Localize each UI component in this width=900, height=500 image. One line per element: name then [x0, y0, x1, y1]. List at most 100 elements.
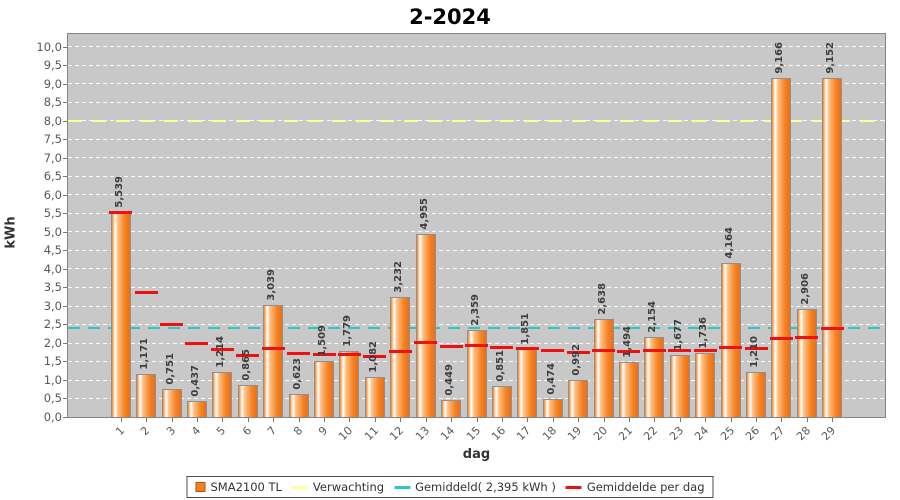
bar-value-label: 5,539 [113, 176, 125, 208]
bar [390, 297, 411, 417]
bar-value-label: 1,171 [139, 338, 151, 370]
bar [618, 362, 639, 417]
bar-value-label: 1,082 [367, 341, 379, 373]
grid-line [68, 212, 885, 214]
x-tick-mark [527, 418, 529, 422]
y-tick-mark [63, 305, 67, 307]
avg-per-day-dash [134, 291, 158, 295]
legend: SMA2100 TL Verwachting Gemiddeld( 2,395 … [186, 476, 714, 498]
bar-value-label: 9,166 [774, 42, 786, 74]
dash-swatch-icon [394, 485, 411, 489]
bar-value-label: 3,039 [266, 269, 278, 301]
avg-per-day-dash [617, 349, 641, 353]
bar [542, 399, 563, 417]
y-tick-label: 0,0 [43, 410, 62, 424]
y-tick-mark [63, 417, 67, 418]
bar-value-label: 2,359 [469, 294, 481, 326]
x-tick-mark [806, 418, 808, 422]
avg-per-day-dash [693, 349, 717, 353]
avg-per-day-dash [744, 346, 768, 350]
y-tick-mark [63, 231, 67, 233]
x-tick-mark [705, 418, 707, 422]
bar [669, 355, 690, 417]
y-tick-mark [63, 46, 67, 48]
y-tick-label: 3,0 [43, 298, 62, 313]
bar [822, 78, 843, 417]
bar-value-label: 1,210 [749, 336, 761, 368]
average-line [68, 327, 885, 330]
grid-line [68, 249, 885, 251]
x-tick-mark [730, 418, 732, 422]
expected-line [68, 119, 885, 122]
grid-line [68, 286, 885, 288]
bar-value-label: 1,851 [520, 313, 532, 345]
avg-per-day-dash [820, 326, 844, 330]
bar-swatch-icon [195, 482, 206, 492]
avg-per-day-dash [185, 342, 209, 346]
avg-per-day-dash [414, 340, 438, 344]
bar [212, 372, 233, 417]
y-tick-label: 9,5 [43, 58, 62, 73]
y-tick-label: 4,0 [43, 261, 62, 276]
y-tick-mark [63, 157, 67, 159]
avg-per-day-dash [541, 349, 565, 353]
x-tick-mark [324, 418, 326, 422]
x-tick-mark [654, 418, 656, 422]
avg-per-day-dash [465, 343, 488, 347]
grid-line [68, 64, 885, 66]
x-tick-mark [247, 418, 249, 422]
y-tick-mark [63, 342, 67, 344]
bar-value-label: 1,736 [698, 317, 710, 349]
bar-value-label: 0,865 [240, 349, 252, 381]
x-tick-mark [679, 418, 681, 422]
x-axis-title: dag [462, 447, 491, 462]
x-tick-mark [628, 418, 630, 422]
y-tick-mark [63, 120, 67, 122]
bar-value-label: 4,164 [723, 227, 735, 259]
x-tick-mark [603, 418, 605, 422]
y-tick-label: 7,0 [43, 150, 62, 165]
bar [491, 386, 512, 417]
bar [161, 389, 182, 417]
y-axis-title: kWh [3, 216, 19, 249]
bar-value-label: 2,906 [799, 273, 811, 305]
x-tick-mark [120, 418, 122, 422]
y-tick-label: 8,5 [43, 95, 62, 110]
x-tick-mark [349, 418, 351, 422]
legend-label: Gemiddelde per dag [586, 480, 705, 494]
avg-per-day-dash [337, 352, 361, 356]
bar-value-label: 0,851 [494, 350, 506, 382]
grid-line [68, 324, 885, 325]
dash-swatch-icon [565, 485, 582, 489]
y-tick-mark [63, 361, 67, 363]
y-tick-mark [63, 287, 67, 289]
bar [796, 309, 817, 417]
y-tick-mark [63, 324, 67, 326]
grid-line [68, 305, 885, 307]
bar-value-label: 4,955 [418, 198, 430, 230]
y-tick-label: 2,0 [43, 335, 62, 350]
avg-per-day-dash [515, 346, 539, 350]
y-tick-label: 1,5 [43, 354, 62, 369]
bar-value-label: 1,509 [317, 325, 329, 357]
avg-per-day-dash [160, 323, 184, 327]
bar [517, 349, 538, 417]
grid-line [68, 268, 885, 270]
x-tick-mark [222, 418, 224, 422]
y-tick-mark [63, 194, 67, 196]
bar-value-label: 0,437 [189, 365, 201, 397]
bar [746, 372, 767, 417]
avg-per-day-dash [109, 210, 133, 214]
x-tick-mark [756, 418, 758, 422]
y-tick-label: 1,0 [43, 372, 62, 387]
bar-value-label: 0,992 [571, 344, 583, 376]
y-tick-label: 5,0 [43, 224, 62, 239]
x-tick-mark [298, 418, 300, 422]
y-tick-mark [63, 65, 67, 67]
grid-line [68, 101, 885, 103]
bar [466, 330, 487, 417]
y-tick-mark [63, 213, 67, 215]
x-tick-mark [552, 418, 554, 422]
x-tick-mark [425, 418, 427, 422]
bar [415, 234, 436, 417]
